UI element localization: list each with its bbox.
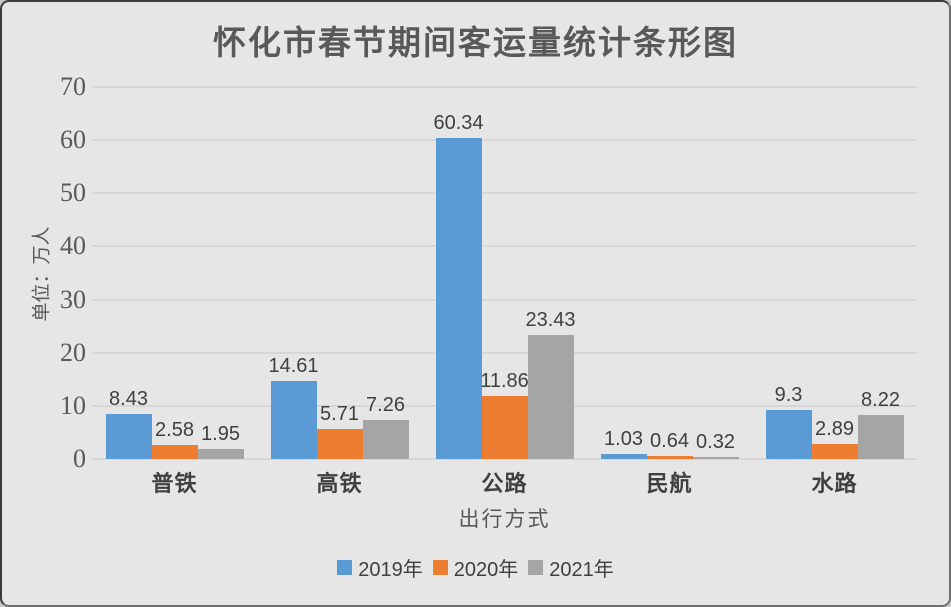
y-tick-label-0: 0	[73, 444, 86, 473]
bar-2019年-民航: 1.03	[600, 428, 647, 459]
bar-2020年-高铁: 5.71	[316, 403, 363, 459]
gridline-y-50	[92, 192, 917, 195]
bar-value-label: 60.34	[433, 112, 484, 135]
y-tick-label-50: 50	[60, 178, 86, 208]
legend-label: 2019年	[358, 559, 423, 581]
bar-value-label: 5.71	[320, 402, 359, 425]
bar-value-label: 2.89	[815, 417, 854, 440]
y-tick-label-60: 60	[60, 125, 86, 155]
bar-2020年-水路: 2.89	[811, 418, 858, 459]
bar-2020年-民航: 0.64	[646, 430, 693, 459]
legend-swatch-icon	[528, 560, 544, 575]
gridline-y-70	[92, 86, 917, 88]
category-label-民航: 民航	[646, 471, 693, 496]
category-label-公路: 公路	[481, 471, 528, 496]
legend-item-2020年: 2020年	[432, 553, 519, 582]
y-tick-label-20: 20	[60, 337, 86, 367]
bar-group-公路: 60.34 11.86 23.43	[422, 87, 587, 459]
gridline-y-60	[92, 139, 917, 142]
legend-swatch-icon	[432, 560, 448, 575]
bar-value-label: 11.86	[480, 369, 529, 392]
category-label-水路: 水路	[811, 471, 858, 496]
bar-group-民航: 1.03 0.64 0.32	[587, 87, 752, 459]
y-tick-label-30: 30	[60, 284, 86, 314]
y-tick-label-40: 40	[60, 231, 86, 261]
bar-value-label: 7.26	[366, 394, 405, 417]
y-tick-label-70: 70	[60, 72, 86, 101]
bar-2019年-水路: 9.3	[765, 384, 812, 459]
bar-2021年-高铁: 7.26	[362, 394, 409, 459]
bar-2019年-高铁: 14.61	[268, 355, 319, 459]
gridline-y-0	[92, 458, 917, 460]
bar-2021年-公路: 23.43	[525, 309, 576, 459]
bar-group-普铁: 8.43 2.58 1.95	[92, 87, 257, 459]
category-label-高铁: 高铁	[316, 471, 363, 496]
bar-2021年-普铁: 1.95	[197, 423, 244, 459]
bar-value-label: 0.64	[650, 429, 689, 452]
chart-title: 怀化市春节期间客运量统计条形图	[213, 26, 738, 62]
legend-swatch-icon	[337, 560, 353, 575]
bar-2019年-公路: 60.34	[433, 112, 484, 459]
gridline-y-20	[92, 351, 917, 354]
category-label-普铁: 普铁	[151, 471, 198, 496]
legend-item-2019年: 2019年	[337, 553, 423, 582]
y-tick-label-10: 10	[60, 390, 86, 420]
bar-value-label: 14.61	[268, 355, 319, 378]
gridline-y-30	[92, 298, 917, 301]
bar-value-label: 1.95	[201, 422, 240, 445]
bar-value-label: 0.32	[696, 431, 735, 454]
plot-area: 8.43 2.58 1.95 14.61 5.71 7.26 60.34 11.86 23.43…	[92, 86, 917, 460]
x-axis-category-labels: 普铁 高铁 公路 民航 水路	[92, 466, 917, 496]
legend: 2019年 2020年 2021年	[2, 553, 949, 582]
bar-2020年-公路: 11.86	[480, 370, 529, 459]
bar-2019年-普铁: 8.43	[105, 388, 152, 459]
bar-value-label: 2.58	[155, 419, 194, 442]
bar-value-label: 1.03	[604, 427, 643, 450]
bar-2021年-水路: 8.22	[857, 389, 904, 459]
bar-2021年-民航: 0.32	[692, 431, 739, 459]
bar-value-label: 23.43	[525, 308, 576, 331]
legend-label: 2020年	[453, 559, 519, 581]
legend-label: 2021年	[549, 559, 614, 581]
bar-2020年-普铁: 2.58	[151, 419, 198, 459]
x-axis-title: 出行方式	[458, 508, 551, 531]
bar-value-label: 9.3	[774, 383, 803, 406]
bar-group-高铁: 14.61 5.71 7.26	[257, 87, 422, 459]
bar-value-label: 8.43	[109, 388, 148, 411]
bar-value-label: 8.22	[861, 389, 900, 412]
gridline-y-40	[92, 245, 917, 248]
bar-group-水路: 9.3 2.89 8.22	[752, 87, 917, 459]
legend-item-2021年: 2021年	[528, 553, 614, 582]
